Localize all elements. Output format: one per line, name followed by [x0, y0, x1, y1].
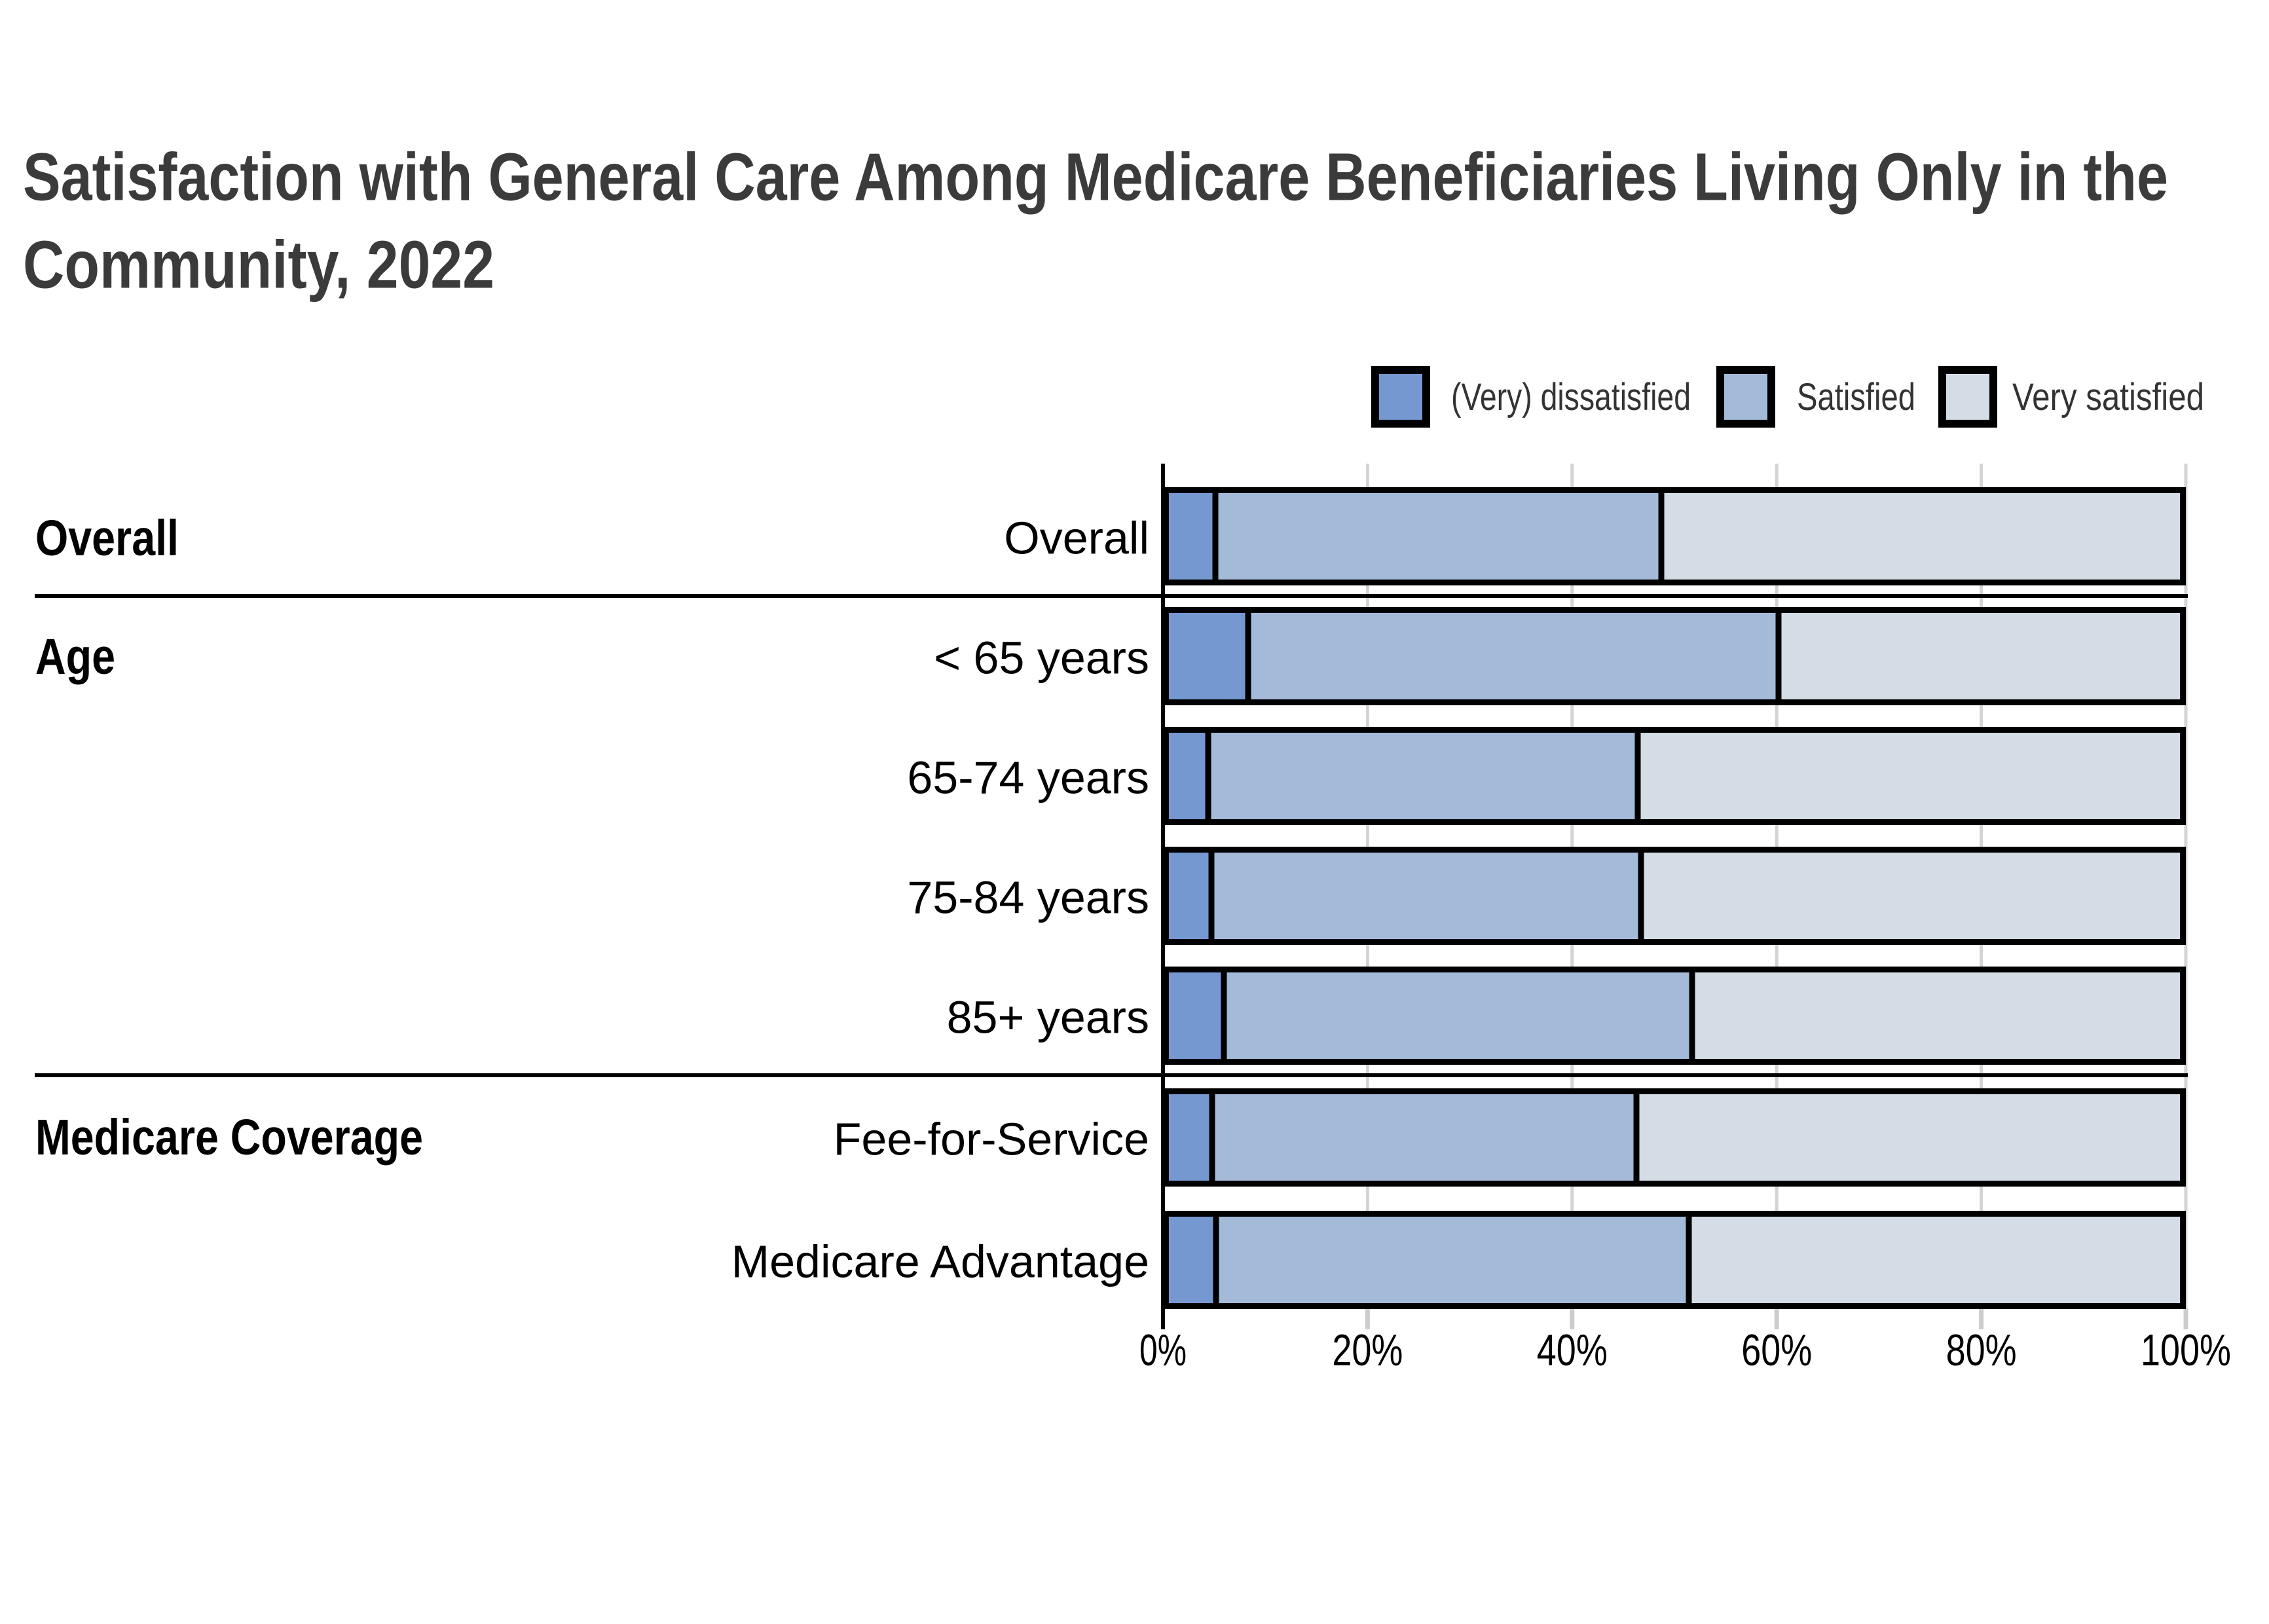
svg-text:100%: 100%: [2141, 1325, 2231, 1375]
svg-text:Overall: Overall: [1004, 513, 1149, 564]
svg-text:20%: 20%: [1332, 1325, 1403, 1375]
svg-text:40%: 40%: [1537, 1325, 1608, 1375]
svg-text:Medicare Coverage: Medicare Coverage: [35, 1109, 423, 1166]
svg-text:Medicare Advantage: Medicare Advantage: [731, 1236, 1149, 1287]
svg-text:85+ years: 85+ years: [947, 992, 1149, 1043]
svg-text:0%: 0%: [1139, 1325, 1187, 1375]
svg-text:Community, 2022: Community, 2022: [23, 227, 494, 303]
svg-text:Age: Age: [35, 629, 115, 685]
svg-text:Satisfied: Satisfied: [1797, 376, 1915, 418]
svg-text:< 65 years: < 65 years: [934, 633, 1149, 684]
svg-text:60%: 60%: [1741, 1325, 1812, 1375]
svg-text:75-84 years: 75-84 years: [907, 872, 1149, 923]
svg-text:65-74 years: 65-74 years: [907, 752, 1149, 803]
svg-text:Very satisfied: Very satisfied: [2012, 376, 2204, 418]
svg-text:(Very) dissatisfied: (Very) dissatisfied: [1451, 376, 1691, 418]
svg-text:Overall: Overall: [35, 510, 179, 566]
svg-text:80%: 80%: [1946, 1325, 2017, 1375]
svg-text:Fee-for-Service: Fee-for-Service: [834, 1114, 1149, 1165]
svg-text:Satisfaction with General Care: Satisfaction with General Care Among Med…: [23, 139, 2168, 215]
